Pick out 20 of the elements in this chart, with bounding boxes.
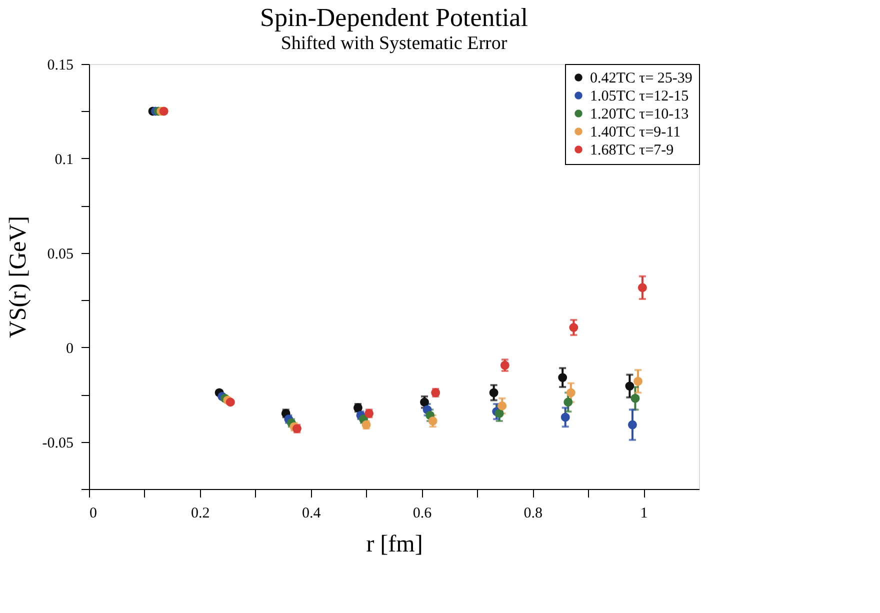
x-axis-title: r [fm] — [366, 532, 423, 558]
x-tick-label: 1 — [640, 506, 648, 522]
chart-title: Spin-Dependent Potential — [260, 3, 528, 32]
y-tick-label: 0.15 — [47, 58, 74, 74]
x-tick-label: 0.2 — [191, 506, 210, 522]
chart-subtitle: Shifted with Systematic Error — [280, 33, 508, 54]
y-tick-label: 0 — [66, 340, 74, 357]
legend-label: 0.42TC τ= 25-39 — [590, 70, 692, 86]
y-tick-label: -0.05 — [42, 435, 74, 452]
legend-label: 1.68TC τ=7-9 — [590, 142, 674, 158]
y-axis-title: VS(r) [GeV] — [5, 216, 32, 338]
legend-label: 1.40TC τ=9-11 — [590, 124, 681, 140]
legend-label: 1.05TC τ=12-15 — [590, 88, 689, 104]
x-tick-label: 0 — [90, 506, 97, 522]
y-tick-label: 0.05 — [47, 246, 74, 262]
y-tick-label: 0.1 — [54, 152, 74, 168]
x-tick-label: 0.4 — [302, 506, 322, 522]
legend-label: 1.20TC τ=10-13 — [590, 106, 689, 122]
x-tick-label: 0.8 — [524, 506, 543, 522]
x-tick-label: 0.6 — [412, 506, 432, 522]
